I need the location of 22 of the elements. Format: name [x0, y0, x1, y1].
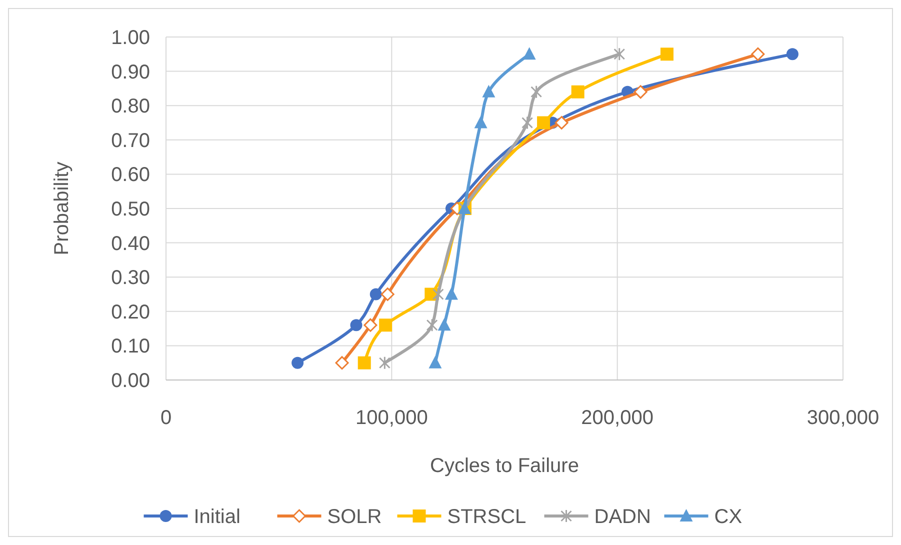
y-axis-title: Probability [51, 162, 73, 256]
x-tick-label: 100,000 [356, 407, 428, 429]
y-tick-label: 0.40 [111, 232, 150, 255]
y-tick-label: 0.50 [111, 198, 150, 220]
legend-label: CX [714, 506, 742, 528]
legend-label: SOLR [327, 506, 382, 528]
y-tick-label: 0.70 [111, 130, 150, 152]
y-tick-label: 0.20 [111, 301, 150, 324]
y-tick-label: 0.60 [111, 164, 150, 186]
y-tick-label: 0.80 [111, 96, 150, 118]
y-tick-label: 0.30 [111, 267, 150, 290]
y-tick-label: 0.10 [111, 336, 150, 358]
legend-label: STRSCL [447, 506, 526, 528]
y-tick-label: 1.00 [111, 27, 150, 49]
y-tick-label: 0.00 [111, 370, 150, 392]
y-tick-label: 0.90 [111, 61, 150, 84]
legend-label: Initial [194, 506, 240, 528]
legend-label: DADN [594, 506, 651, 528]
x-axis-title: Cycles to Failure [430, 455, 579, 477]
x-tick-label: 200,000 [581, 407, 654, 429]
x-tick-label: 300,000 [806, 407, 880, 429]
x-tick-label: 0 [160, 407, 172, 429]
